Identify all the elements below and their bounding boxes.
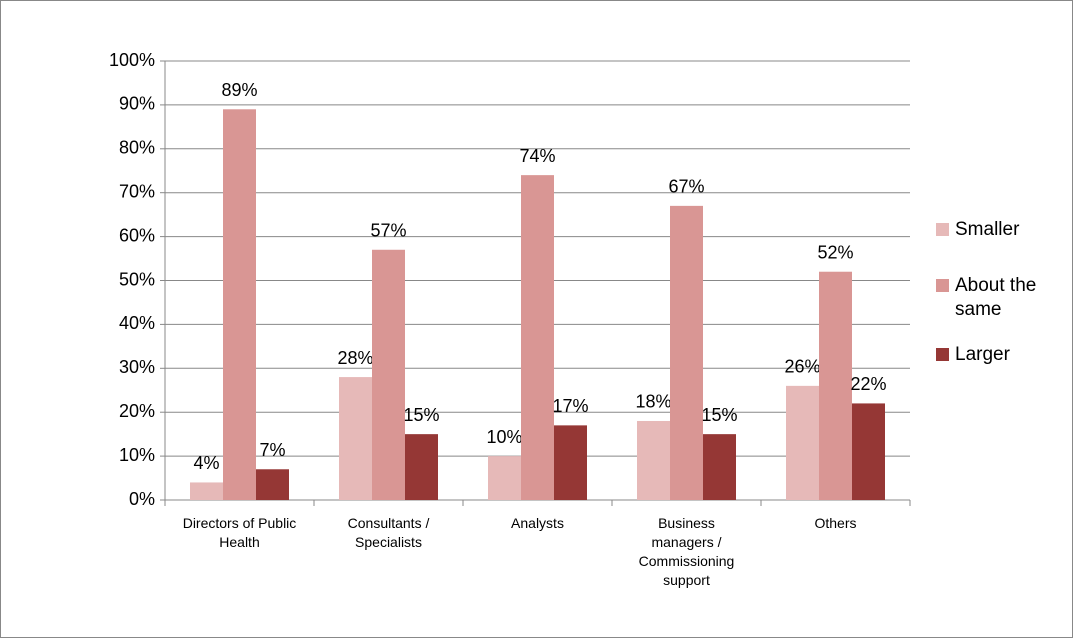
x-tick-label: Directors of Public Health <box>182 515 297 550</box>
data-label: 22% <box>850 374 886 394</box>
bar <box>852 403 885 500</box>
y-tick-label: 70% <box>119 181 155 201</box>
data-label: 17% <box>552 396 588 416</box>
data-label: 28% <box>337 348 373 368</box>
bar <box>223 109 256 500</box>
data-label: 26% <box>784 357 820 377</box>
data-label: 7% <box>259 440 285 460</box>
y-tick-label: 100% <box>109 50 155 70</box>
bar <box>703 434 736 500</box>
legend-swatch <box>936 223 949 236</box>
x-tick-label: Others <box>814 515 857 531</box>
data-label: 4% <box>193 453 219 473</box>
y-tick-label: 20% <box>119 401 155 421</box>
y-tick-label: 40% <box>119 313 155 333</box>
bar <box>339 377 372 500</box>
data-label: 10% <box>486 427 522 447</box>
data-label: 15% <box>403 405 439 425</box>
data-label: 74% <box>519 146 555 166</box>
bar <box>521 175 554 500</box>
bar <box>637 420 670 500</box>
y-tick-label: 50% <box>119 269 155 289</box>
legend-label: Larger <box>955 344 1010 365</box>
x-tick-label: Analysts <box>511 515 564 531</box>
bar <box>405 434 438 500</box>
y-tick-label: 90% <box>119 94 155 114</box>
legend-label: Smaller <box>955 219 1020 240</box>
data-label: 15% <box>701 405 737 425</box>
bar <box>488 456 521 500</box>
data-label: 67% <box>668 177 704 197</box>
legend-label: About the same <box>955 275 1037 320</box>
y-tick-label: 10% <box>119 445 155 465</box>
data-label: 18% <box>635 392 671 412</box>
bar <box>372 249 405 500</box>
x-tick-label: Consultants / Specialists <box>347 515 430 550</box>
y-tick-label: 60% <box>119 225 155 245</box>
legend-swatch <box>936 279 949 292</box>
legend-swatch <box>936 348 949 361</box>
bar <box>554 425 587 500</box>
bar <box>786 385 819 500</box>
bar <box>670 205 703 500</box>
bar <box>819 271 852 500</box>
y-tick-label: 0% <box>129 489 155 509</box>
data-label: 57% <box>370 221 406 241</box>
data-label: 89% <box>221 80 257 100</box>
data-label: 52% <box>817 242 853 262</box>
y-tick-label: 30% <box>119 357 155 377</box>
y-tick-label: 80% <box>119 138 155 158</box>
x-tick-label: Business managers / Commissioning suppor… <box>638 515 735 588</box>
bar <box>256 469 289 500</box>
bar <box>190 482 223 500</box>
